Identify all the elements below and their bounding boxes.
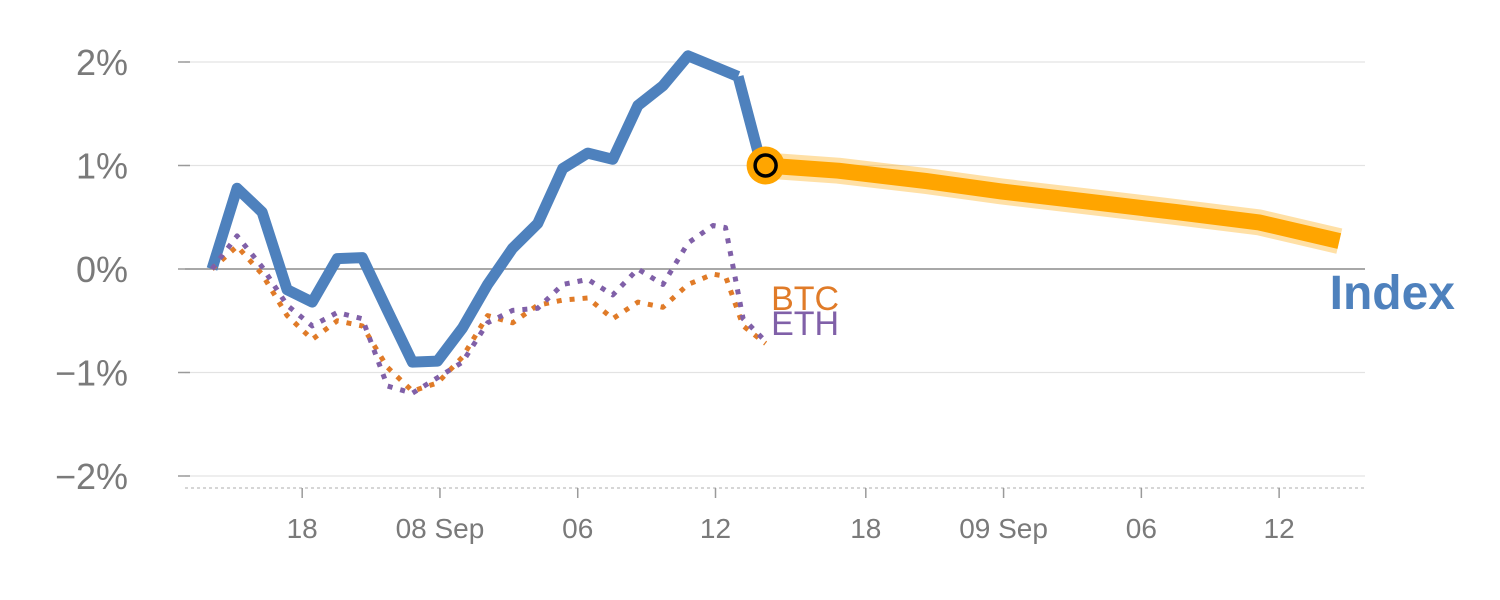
x-tick-label: 08 Sep — [396, 513, 485, 544]
current-marker — [746, 146, 785, 185]
series-label-btc: BTC — [771, 280, 839, 318]
series-label-index: Index — [1330, 267, 1456, 320]
y-tick-label: −2% — [55, 456, 128, 497]
y-tick-label: −1% — [55, 353, 128, 394]
series-line-btc — [210, 243, 768, 394]
x-tick-label: 12 — [700, 513, 731, 544]
y-tick-label: 0% — [76, 249, 128, 290]
series-line-eth — [210, 223, 768, 396]
x-tick-label: 18 — [850, 513, 881, 544]
x-tick-label: 09 Sep — [959, 513, 1048, 544]
y-tick-label: 1% — [76, 146, 128, 187]
x-tick-label: 12 — [1264, 513, 1295, 544]
forecast-line — [765, 157, 1342, 249]
x-tick-label: 18 — [287, 513, 318, 544]
axes: 2% 1% 0% −1% −2% 18 08 Sep 06 12 18 09 Sep 06 12 — [55, 42, 1365, 544]
x-tick-label: 06 — [562, 513, 593, 544]
y-tick-label: 2% — [76, 42, 128, 83]
grid-lines — [185, 61, 1365, 477]
marker-inner — [753, 153, 778, 178]
x-tick-label: 06 — [1126, 513, 1157, 544]
series-line-index — [206, 50, 741, 368]
series-label-eth: ETH — [771, 305, 839, 343]
